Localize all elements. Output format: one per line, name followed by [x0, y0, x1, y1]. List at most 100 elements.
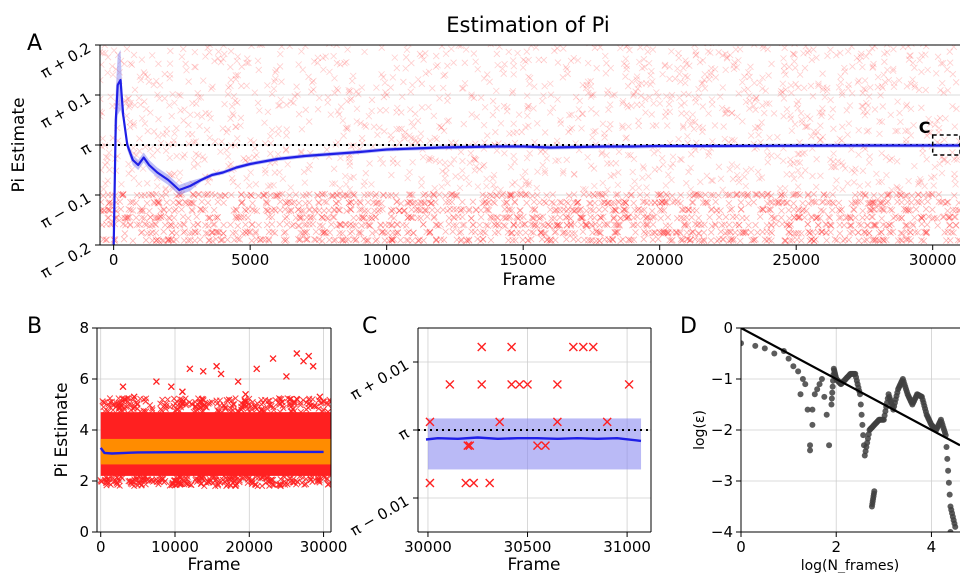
sample-marker [283, 213, 291, 221]
sample-marker [743, 192, 751, 199]
sample-marker [884, 192, 891, 199]
sample-marker [659, 198, 666, 206]
sample-marker [204, 178, 212, 186]
sample-marker [273, 191, 280, 199]
sample-marker [567, 220, 575, 228]
sample-marker [831, 236, 839, 243]
sample-marker [173, 124, 180, 132]
sample-marker [675, 54, 683, 62]
sample-marker [136, 73, 144, 81]
sample-marker [871, 45, 879, 50]
sample-marker [127, 99, 134, 107]
sample-marker [152, 229, 160, 237]
sample-marker [905, 207, 912, 214]
sample-marker [871, 237, 879, 244]
sample-bands [97, 395, 331, 490]
sample-marker [678, 156, 685, 164]
sample-marker [588, 91, 595, 99]
sample-marker [537, 229, 545, 236]
sample-marker [852, 214, 859, 221]
sample-marker [700, 236, 708, 243]
sample-marker [861, 237, 868, 245]
error-point [821, 393, 828, 400]
sample-marker [640, 228, 648, 235]
sample-marker [689, 228, 697, 235]
sample-marker [379, 205, 386, 213]
sample-marker [305, 396, 312, 403]
sample-marker [903, 83, 911, 90]
sample-marker [909, 222, 917, 229]
sample-marker [783, 106, 791, 113]
sample-marker [430, 112, 438, 120]
sample-marker [495, 45, 503, 46]
sample-marker [166, 74, 173, 82]
sample-marker [537, 148, 545, 155]
sample-marker [922, 86, 929, 94]
sample-marker [810, 190, 818, 198]
x-tick-label: 30500 [504, 538, 552, 556]
sample-marker [554, 96, 561, 103]
sample-marker [707, 69, 715, 76]
sample-marker [596, 190, 604, 198]
sample-marker [409, 158, 416, 166]
sample-marker [442, 50, 450, 58]
sample-marker [540, 230, 548, 237]
sample-marker [635, 122, 643, 130]
sample-marker [818, 228, 825, 236]
sample-marker [560, 167, 567, 175]
sample-marker [154, 146, 161, 154]
sample-marker [733, 171, 741, 179]
sample-marker [869, 199, 877, 206]
sample-marker [412, 206, 420, 214]
sample-marker [130, 51, 138, 59]
sample-marker [467, 215, 475, 222]
sample-marker [459, 198, 466, 206]
sample-marker [445, 214, 453, 222]
sample-marker [172, 222, 180, 230]
sample-marker [894, 98, 901, 105]
sample-marker [664, 229, 671, 237]
sample-marker [823, 192, 831, 199]
sample-marker [303, 406, 310, 413]
y-tick-label: −1 [711, 370, 733, 388]
sample-marker [767, 198, 774, 206]
sample-marker [319, 54, 327, 62]
sample-marker [520, 56, 527, 64]
sample-marker [483, 71, 491, 78]
sample-marker [955, 137, 960, 145]
sample-marker [930, 182, 937, 189]
sample-marker [370, 199, 377, 206]
sample-marker [651, 213, 658, 221]
sample-marker [322, 53, 329, 60]
sample-marker [321, 229, 328, 237]
sample-marker [400, 207, 407, 215]
sample-marker [739, 118, 746, 125]
sample-marker [349, 222, 357, 229]
sample-marker [218, 236, 225, 244]
sample-marker [530, 198, 538, 206]
sample-marker [455, 45, 463, 49]
sample-marker [607, 120, 614, 128]
sample-marker [293, 83, 300, 90]
running-mean-line [425, 436, 642, 443]
sample-marker [603, 152, 610, 159]
sample-marker [161, 95, 168, 102]
sample-marker [462, 46, 470, 53]
sample-marker [267, 150, 274, 157]
sample-marker [612, 221, 620, 229]
sample-marker [620, 60, 628, 67]
sample-marker [674, 65, 681, 72]
sample-marker [759, 102, 766, 109]
sample-marker [573, 199, 581, 207]
sample-marker [723, 55, 731, 62]
sample-marker [679, 206, 687, 214]
sample-marker [106, 206, 113, 214]
sample-marker [820, 84, 827, 91]
sample-marker [790, 230, 798, 237]
sample-marker [277, 198, 284, 205]
sample-marker [571, 207, 578, 215]
sample-marker [736, 237, 744, 245]
sample-marker [498, 192, 506, 199]
y-axis-label: Pi Estimate [9, 97, 29, 192]
sample-marker [335, 206, 343, 214]
